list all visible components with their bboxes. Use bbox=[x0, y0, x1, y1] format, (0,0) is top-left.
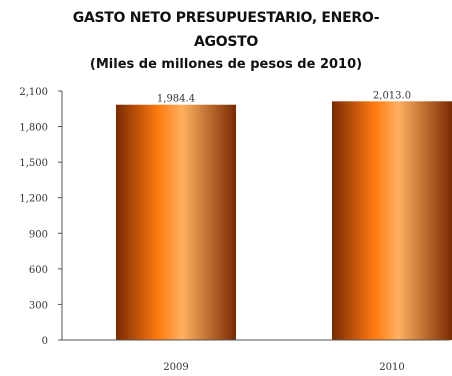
y-tick-label: 1,500 bbox=[19, 158, 48, 169]
y-tick-label: 300 bbox=[29, 300, 48, 311]
x-category-label: 2010 bbox=[379, 362, 404, 373]
bar-value-label: 2,013.0 bbox=[373, 90, 411, 101]
y-tick-label: 1,200 bbox=[19, 194, 48, 205]
chart-subtitle: (Miles de millones de pesos de 2010) bbox=[89, 57, 363, 72]
chart-title-line-1: GASTO NETO PRESUPUESTARIO, ENERO- bbox=[72, 10, 380, 26]
bar-2009 bbox=[116, 104, 236, 341]
y-tick-label: 900 bbox=[29, 229, 48, 240]
y-tick-label: 2,100 bbox=[19, 87, 48, 98]
bar-2010 bbox=[332, 101, 452, 341]
y-tick-label: 600 bbox=[29, 265, 48, 276]
y-tick-label: 1,800 bbox=[19, 123, 48, 134]
y-tick-label: 0 bbox=[42, 336, 48, 347]
chart-title-line-2: AGOSTO bbox=[194, 34, 258, 50]
x-category-label: 2009 bbox=[163, 362, 188, 373]
bar-value-label: 1,984.4 bbox=[157, 94, 195, 105]
